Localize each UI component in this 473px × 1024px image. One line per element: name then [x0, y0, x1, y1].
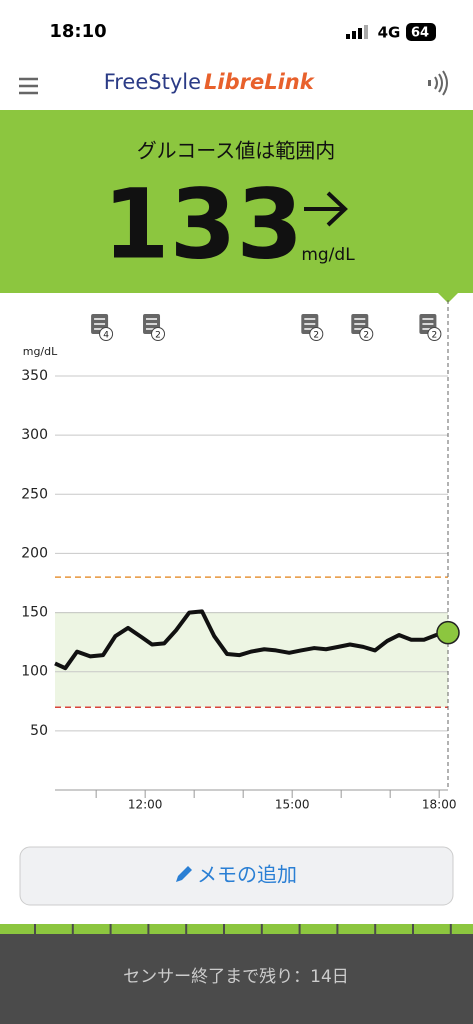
- memo-button[interactable]: [19, 846, 454, 906]
- note-count: 2: [155, 331, 161, 341]
- x-tick-label: 12:00: [128, 798, 163, 812]
- reading-value: 133: [103, 168, 303, 280]
- progress-tick: [34, 924, 36, 934]
- progress-ticks: [34, 924, 452, 934]
- y-tick-label: 300: [21, 427, 48, 443]
- progress-tick: [374, 924, 377, 934]
- status-battery: 64: [411, 26, 429, 41]
- note-badge: [427, 327, 442, 341]
- menu-button[interactable]: [19, 77, 38, 95]
- x-tick-label: 15:00: [275, 798, 310, 812]
- brand-freestyle: FreeStyle: [104, 70, 201, 94]
- x-tick-label: 18:00: [422, 798, 457, 812]
- progress-tick: [71, 924, 74, 934]
- glucose-chart: 50 100 150 200 250 300 350 mg/dL 12:00 15:00 18:00…: [21, 300, 460, 812]
- reading-label: グルコース値は範囲内: [137, 139, 336, 163]
- note-badge: [99, 327, 114, 341]
- progress-tick: [109, 924, 112, 934]
- y-tick-label: 200: [21, 545, 48, 561]
- nfc-button[interactable]: [428, 70, 448, 96]
- current-point: [436, 620, 460, 645]
- progress-tick: [336, 924, 339, 934]
- footer-text: センサー終了まで残り：14日: [123, 967, 349, 987]
- y-axis-label: mg/dL: [23, 345, 58, 358]
- pencil-icon: [176, 866, 192, 882]
- y-tick-label: 100: [21, 664, 48, 680]
- reading-panel: [0, 110, 473, 293]
- progress-tick: [449, 924, 452, 934]
- progress-tick: [298, 924, 301, 934]
- note-count: 4: [103, 331, 109, 341]
- panel-pointer: [438, 293, 458, 303]
- y-tick-label: 150: [21, 605, 48, 621]
- battery-icon: [406, 23, 436, 41]
- note-badge: [309, 327, 324, 341]
- brand-librelink: LibreLink: [204, 70, 316, 94]
- note-badge: [359, 327, 374, 341]
- y-tick-label: 350: [21, 368, 48, 384]
- y-tick-label: 250: [21, 486, 48, 502]
- reading-unit: mg/dL: [301, 245, 355, 265]
- note-count: 2: [363, 331, 369, 341]
- status-time: 18:10: [49, 21, 106, 42]
- note-count: 2: [313, 331, 319, 341]
- glucose-line: [54, 609, 449, 671]
- note-badge: [151, 327, 166, 341]
- progress-tick: [412, 924, 414, 934]
- progress-tick: [223, 924, 225, 934]
- trend-arrow: [304, 191, 348, 227]
- y-tick-label: 50: [30, 723, 48, 739]
- target-range: [55, 612, 448, 708]
- memo-button-label: メモの追加: [197, 863, 297, 887]
- footer: [0, 934, 473, 1024]
- progress-tick: [185, 924, 188, 934]
- status-network: 4G: [378, 24, 401, 42]
- note-count: 2: [432, 331, 438, 341]
- signal-icon: [346, 25, 368, 39]
- sensor-progress: [0, 924, 473, 934]
- progress-tick: [260, 924, 263, 934]
- progress-tick: [147, 924, 150, 934]
